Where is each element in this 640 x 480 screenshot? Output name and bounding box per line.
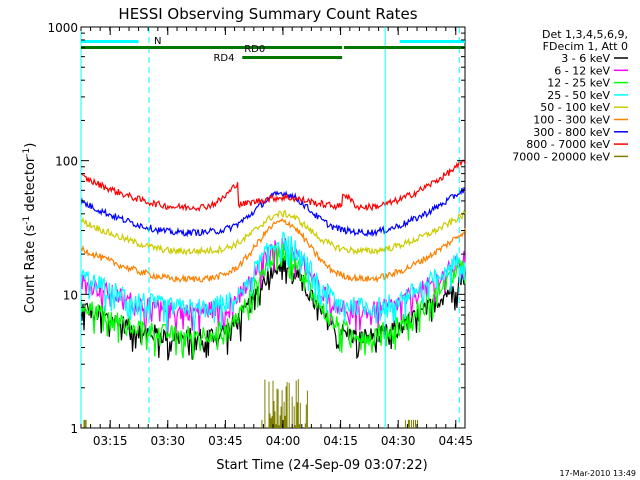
x-axis-label: Start Time (24-Sep-09 03:07:22): [216, 458, 427, 473]
legend-label: 25 - 50 keV: [547, 89, 610, 102]
legend-label: 12 - 25 keV: [547, 77, 610, 90]
series-2-line: [80, 243, 466, 360]
legend-header-1: Det 1,3,4,5,6,9,: [542, 28, 628, 41]
footer-timestamp: 17-Mar-2010 13:49: [560, 469, 637, 478]
y-axis-label-end: ): [23, 143, 38, 148]
series-4-line: [80, 209, 466, 256]
legend-label: 6 - 12 keV: [554, 64, 610, 77]
legend-label: 800 - 7000 keV: [526, 138, 610, 151]
x-tick-label: 03:30: [150, 434, 185, 448]
x-tick-label: 03:45: [208, 434, 243, 448]
legend-label: 300 - 800 keV: [533, 126, 610, 139]
legend-label: 7000 - 20000 keV: [512, 150, 610, 163]
y-axis-label-sup1: -1: [22, 216, 32, 225]
legend: Det 1,3,4,5,6,9, FDecim 1, Att 0 3 - 6 k…: [512, 28, 628, 163]
y-tick-label: 100: [55, 155, 78, 169]
flag-n-bar-1: [81, 40, 139, 43]
legend-label: 50 - 100 keV: [540, 101, 610, 114]
y-tick-label: 10: [63, 288, 78, 302]
flag-rd0-bar-1: [81, 46, 343, 49]
series-layer: [80, 159, 466, 428]
legend-label: 3 - 6 keV: [561, 52, 610, 65]
legend-label: 100 - 300 keV: [533, 114, 610, 127]
flag-rd4-bar: [242, 56, 343, 59]
y-axis-label-mid: detector: [23, 156, 38, 216]
y-tick-label: 1: [70, 422, 78, 436]
flag-rd0-bar-2: [344, 46, 465, 49]
series-7-line: [80, 159, 466, 212]
x-tick-label: 04:00: [266, 434, 301, 448]
y-axis-label: Count Rate (s-1 detector-1): [22, 143, 38, 314]
x-tick-label: 04:15: [323, 434, 358, 448]
y-tick-label: 1000: [47, 21, 78, 35]
y-axis-label-main: Count Rate (s: [23, 225, 38, 314]
legend-header-2: FDecim 1, Att 0: [543, 40, 628, 53]
flag-n-label: N: [154, 36, 161, 47]
x-tick-label: 04:30: [381, 434, 416, 448]
flag-rd0-label: RD0: [244, 44, 265, 55]
chart-title: HESSI Observing Summary Count Rates: [118, 5, 417, 23]
marker-layer: [80, 27, 460, 428]
series-3-line: [80, 231, 466, 332]
axis-layer: 1 10 100 1000 03:15 03:30 03:45 04:00 04:15 04:30…: [47, 21, 473, 448]
y-axis-label-sup2: -1: [22, 148, 32, 157]
series-5-line: [80, 217, 466, 284]
series-6-line: [80, 186, 466, 238]
x-tick-label: 04:45: [438, 434, 473, 448]
series-8-line: [83, 379, 418, 428]
flag-rd4-label: RD4: [213, 53, 234, 64]
x-tick-label: 03:15: [93, 434, 128, 448]
flag-layer: N RD0 RD4: [81, 36, 465, 64]
flag-n-bar-2: [399, 40, 465, 43]
